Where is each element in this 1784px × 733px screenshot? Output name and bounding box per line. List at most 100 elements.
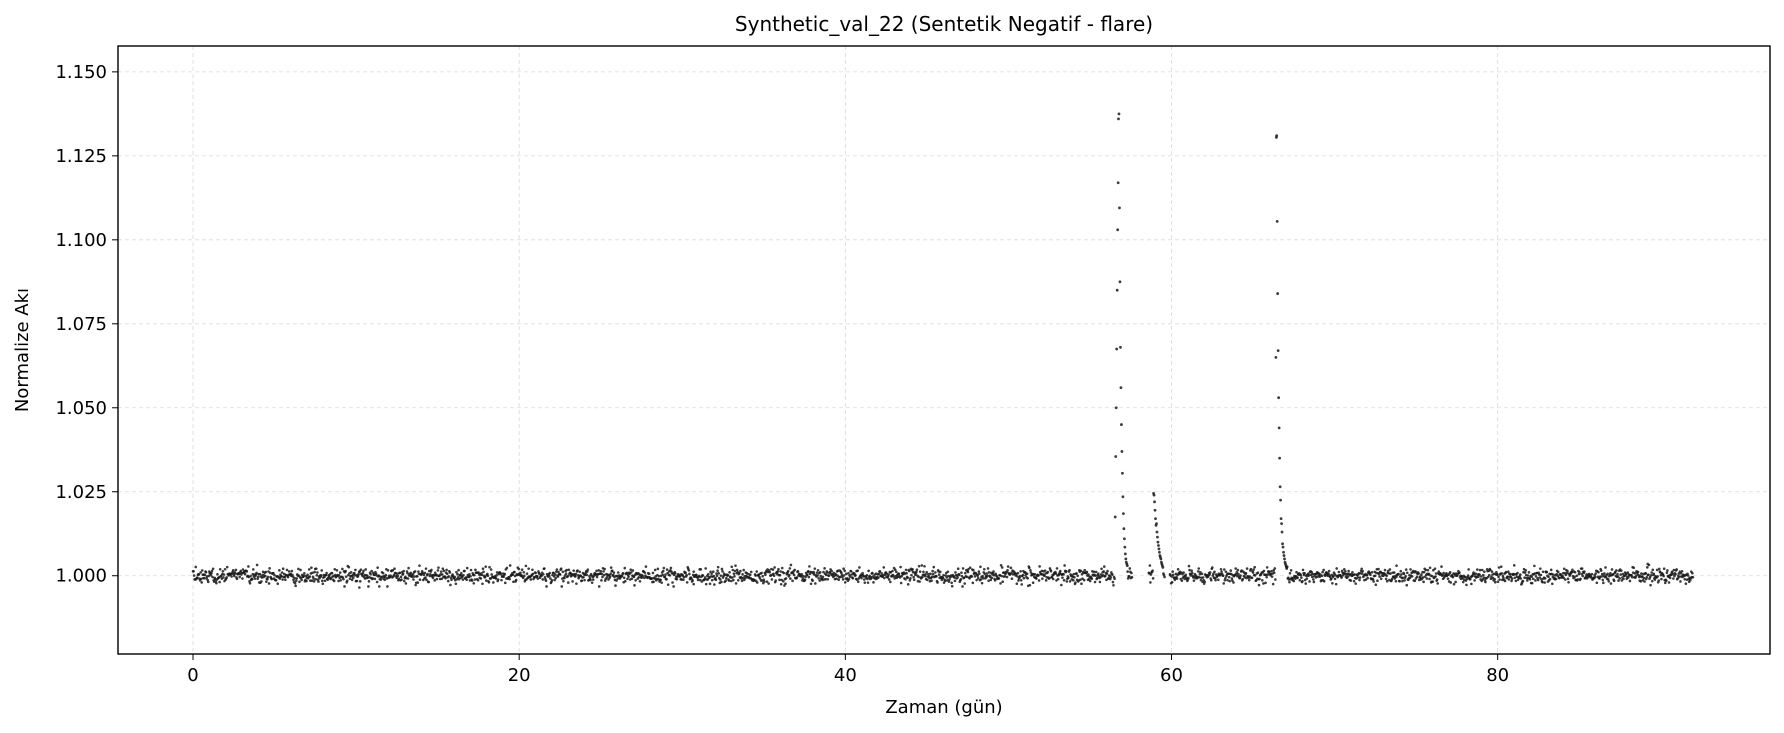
data-point — [1217, 578, 1220, 582]
data-point — [925, 570, 928, 574]
data-point — [647, 572, 651, 576]
data-point — [1301, 568, 1305, 572]
data-point — [990, 576, 994, 580]
data-point — [1513, 576, 1517, 580]
data-point — [631, 569, 635, 572]
data-point — [629, 568, 633, 571]
data-point — [1029, 571, 1033, 574]
data-point — [1594, 572, 1598, 575]
data-point — [791, 579, 794, 583]
data-point — [1442, 571, 1445, 575]
data-point — [1199, 570, 1202, 574]
flare-point — [1282, 554, 1286, 557]
data-point — [197, 573, 201, 576]
data-point — [735, 568, 739, 572]
data-point — [911, 568, 914, 571]
data-point — [1510, 579, 1513, 583]
data-point — [558, 573, 562, 576]
data-point — [311, 571, 314, 575]
data-point — [1612, 579, 1616, 583]
data-point — [1087, 573, 1090, 576]
flare-point — [1120, 450, 1124, 453]
data-point — [877, 576, 880, 579]
data-point — [1111, 573, 1114, 576]
data-point — [1349, 579, 1353, 582]
data-point — [1043, 574, 1046, 578]
data-point — [1128, 567, 1132, 570]
data-point — [1422, 580, 1425, 584]
data-point — [771, 568, 775, 571]
data-point — [1401, 579, 1404, 583]
data-point — [1578, 571, 1581, 574]
data-point — [730, 565, 734, 569]
data-point — [1244, 571, 1248, 575]
data-point — [351, 576, 355, 580]
data-point — [899, 581, 903, 585]
data-point — [721, 570, 724, 573]
data-point — [802, 574, 805, 578]
data-point — [1247, 578, 1251, 582]
data-point — [807, 569, 810, 573]
data-point — [1495, 571, 1498, 574]
data-point — [298, 580, 301, 584]
data-point — [1170, 575, 1173, 578]
data-point — [564, 572, 568, 576]
data-point — [862, 578, 866, 581]
data-point — [912, 575, 915, 579]
data-point — [468, 572, 471, 576]
flare-point — [1285, 565, 1288, 569]
data-point — [1644, 571, 1647, 575]
data-point — [1468, 577, 1472, 581]
data-point — [866, 581, 870, 584]
data-point — [657, 574, 661, 578]
data-point — [449, 583, 452, 587]
data-point — [1005, 575, 1009, 579]
data-point — [1512, 564, 1516, 567]
data-point — [904, 577, 907, 581]
data-point — [669, 566, 673, 570]
data-point — [682, 575, 686, 579]
data-point — [918, 570, 922, 573]
data-point — [361, 571, 365, 575]
data-point — [1213, 570, 1216, 574]
data-point — [211, 575, 214, 579]
data-point — [413, 570, 417, 573]
data-point — [634, 578, 637, 582]
data-point — [1452, 582, 1456, 586]
data-point — [586, 568, 590, 571]
data-point — [1662, 567, 1666, 571]
data-point — [609, 566, 613, 569]
data-point — [321, 582, 325, 586]
data-point — [1245, 567, 1249, 570]
data-point — [580, 579, 584, 582]
data-point — [549, 577, 552, 580]
data-point — [272, 571, 275, 575]
data-point — [350, 578, 354, 582]
data-point — [1104, 574, 1107, 578]
data-point — [1575, 574, 1579, 578]
data-point — [437, 566, 440, 569]
data-point — [1688, 578, 1692, 582]
data-point — [1188, 568, 1191, 572]
flare-point — [1153, 500, 1156, 504]
data-point — [734, 564, 737, 567]
data-point — [1295, 570, 1298, 574]
data-point — [917, 564, 921, 568]
data-point — [313, 570, 316, 574]
data-point — [822, 570, 825, 574]
data-point — [1641, 575, 1644, 578]
data-point — [536, 577, 540, 580]
data-point — [339, 578, 343, 582]
data-point — [1616, 572, 1619, 576]
y-tick-label: 1.025 — [55, 482, 107, 503]
data-point — [359, 568, 363, 571]
data-point — [435, 577, 439, 581]
y-axis-title: Normalize Akı — [12, 288, 33, 412]
data-point — [711, 570, 715, 573]
data-point — [590, 581, 594, 584]
data-point — [258, 572, 262, 576]
data-point — [717, 572, 720, 575]
data-point — [479, 577, 483, 580]
data-point — [1566, 569, 1569, 573]
data-point — [805, 573, 809, 577]
